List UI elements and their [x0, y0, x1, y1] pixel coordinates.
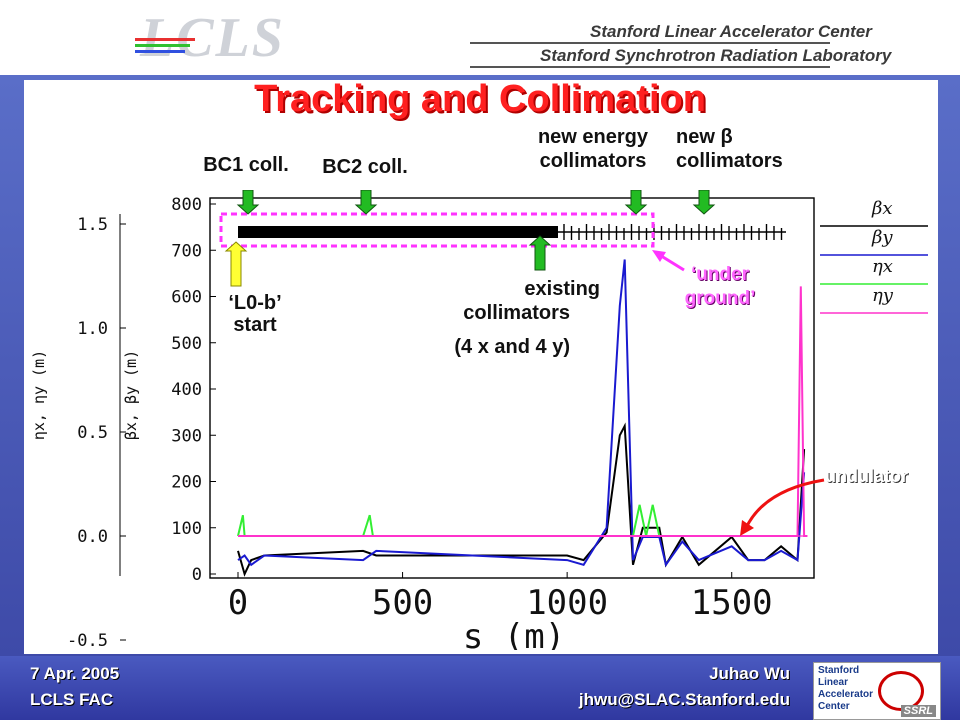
- logo-stripe-red: [135, 38, 195, 41]
- label-new-energy-2: collimators: [539, 150, 647, 172]
- logo-stripe-green: [135, 44, 190, 47]
- eta-tick-label: -0.5: [67, 631, 108, 650]
- label-undulator: undulator: [825, 466, 908, 486]
- plot-frame: [209, 197, 815, 579]
- label-bc1-coll: BC1 coll.: [203, 154, 289, 176]
- label-bc2-coll: BC2 coll.: [322, 156, 408, 178]
- arrow-new-beta-icon: [692, 190, 716, 215]
- arrow-undulator-icon: [744, 478, 825, 529]
- legend-label: βy: [871, 227, 893, 248]
- beta-tick-label: 500: [171, 334, 202, 354]
- beta-tick-label: 600: [171, 288, 202, 308]
- eta-tick-label: 1.5: [77, 215, 108, 235]
- label-existing-2: collimators: [463, 302, 570, 324]
- badge-text: Stanford Linear Accelerator Center: [818, 665, 873, 713]
- label-new-beta-2: collimators: [676, 150, 783, 172]
- x-tick-label: 1500: [691, 583, 773, 623]
- label-underground-1: ‘under: [690, 264, 750, 285]
- series-eta-x: [237, 504, 661, 537]
- x-tick-label: 0: [228, 583, 248, 623]
- label-existing-3: (4 x and 4 y): [454, 336, 570, 358]
- chart-overlay: βx βy ηx ηy: [219, 190, 928, 536]
- label-l0b-2: start: [233, 314, 277, 336]
- eta-tick-label: 0.5: [77, 423, 108, 443]
- arrow-underground-head-icon: [652, 250, 666, 262]
- series-beta-y: [237, 259, 806, 568]
- beta-tick-label: 300: [171, 426, 202, 446]
- header-rule-1: [470, 42, 830, 44]
- label-existing-1: existing: [524, 278, 600, 300]
- badge-line-3: Accelerator: [818, 689, 874, 700]
- footer-date: 7 Apr. 2005: [30, 664, 120, 683]
- beta-axis-label: βx, βy (m): [122, 350, 140, 440]
- org-name-ssrl: Stanford Synchrotron Radiation Laborator…: [540, 46, 892, 65]
- arrow-bc1-icon: [236, 190, 260, 215]
- arrow-l0b-icon: [224, 241, 248, 287]
- beta-tick-label: 100: [171, 519, 202, 539]
- beta-tick-label: 0: [192, 565, 202, 585]
- badge-line-4: Center: [818, 701, 850, 712]
- logo-stripe-blue: [135, 50, 185, 53]
- x-tick-label: 1000: [526, 583, 608, 623]
- slac-ssrl-badge: Stanford Linear Accelerator Center SSRL: [813, 662, 941, 720]
- header-rule-2: [470, 66, 830, 68]
- slide-title: Tracking and Collimation: [254, 78, 706, 120]
- x-tick-label: 500: [372, 583, 433, 623]
- org-name-slac: Stanford Linear Accelerator Center: [590, 22, 872, 41]
- beta-tick-label: 700: [171, 241, 202, 261]
- chart-marks: [237, 224, 808, 577]
- badge-ssrl: SSRL: [900, 705, 936, 717]
- label-l0b-1: ‘L0-b’: [228, 292, 282, 314]
- footer-author: Juhao Wu: [709, 664, 790, 683]
- chart-axes: 80070060050040030020010001.51.00.50.0-0.…: [30, 195, 815, 650]
- eta-axis-label: ηx, ηy (m): [30, 350, 48, 440]
- arrow-bc2-icon: [354, 190, 378, 215]
- content-panel: [24, 80, 938, 654]
- arrow-undulator-head-icon: [740, 520, 754, 536]
- legend-label: βx: [871, 198, 893, 219]
- eta-tick-label: 1.0: [77, 319, 108, 339]
- label-new-energy-1: new energy: [537, 126, 649, 148]
- legend-label: ηy: [872, 285, 894, 306]
- beamline-dense-section: [238, 226, 558, 238]
- footer-email: jhwu@SLAC.Stanford.edu: [578, 690, 790, 709]
- beta-tick-label: 800: [171, 195, 202, 215]
- label-underground-2: ground’: [684, 288, 756, 309]
- footer-org: LCLS FAC: [30, 690, 114, 709]
- x-axis-label: s (m): [463, 617, 565, 650]
- badge-line-2: Linear: [818, 677, 849, 688]
- arrow-new-energy-icon: [624, 190, 648, 215]
- beta-tick-label: 200: [171, 473, 202, 493]
- label-new-beta-1: new β: [676, 126, 733, 148]
- badge-line-1: Stanford: [818, 665, 860, 676]
- eta-tick-label: 0.0: [77, 527, 108, 547]
- arrow-existing-icon: [528, 235, 552, 271]
- beamline-dashed-box: [219, 212, 655, 248]
- beta-tick-label: 400: [171, 380, 202, 400]
- tracking-chart: 80070060050040030020010001.51.00.50.0-0.…: [30, 190, 928, 650]
- slide-footer: [0, 656, 960, 720]
- slide-header: LCLS Stanford Linear Accelerator Center …: [0, 0, 960, 75]
- legend-label: ηx: [872, 256, 893, 277]
